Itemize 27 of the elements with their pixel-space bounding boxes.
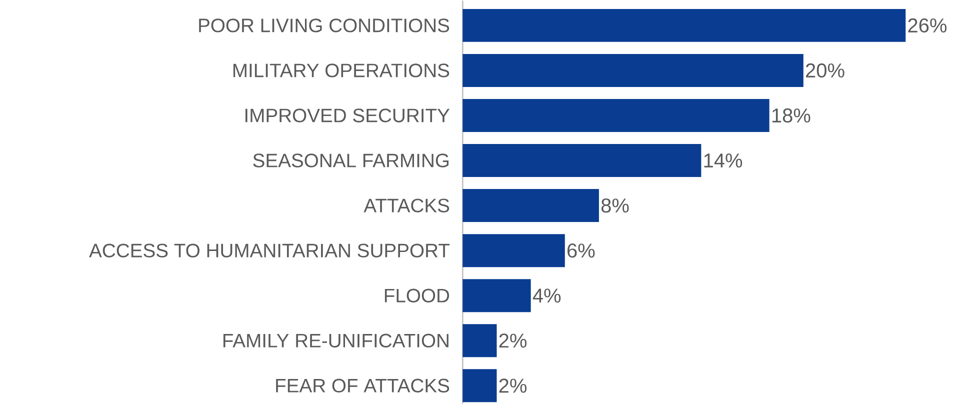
data-label: 2% xyxy=(499,333,527,348)
bar xyxy=(462,54,804,87)
data-label: 2% xyxy=(499,378,527,393)
y-tick-label: SEASONAL FARMING xyxy=(253,154,449,168)
y-tick-label: IMPROVED SECURITY xyxy=(245,108,450,122)
data-label: 8% xyxy=(601,198,629,212)
y-tick-label: FLOOD xyxy=(384,288,450,302)
y-tick-label: FEAR OF ATTACKS xyxy=(276,378,450,392)
bar xyxy=(462,278,531,312)
bar xyxy=(462,8,906,42)
y-tick-label: ACCESS TO HUMANITARIAN SUPPORT xyxy=(89,244,450,258)
data-label: 4% xyxy=(532,288,561,302)
data-label: 20% xyxy=(806,63,844,78)
data-label: 14% xyxy=(704,153,742,168)
data-label: 6% xyxy=(568,243,595,258)
data-label: 26% xyxy=(908,18,947,32)
bar xyxy=(462,98,770,132)
bar xyxy=(462,324,497,357)
bar xyxy=(462,234,565,267)
bar xyxy=(462,369,497,402)
bar xyxy=(462,188,599,222)
y-tick-label: POOR LIVING CONDITIONS xyxy=(199,18,450,32)
y-tick-label: FAMILY RE-UNIFICATION xyxy=(223,334,448,348)
y-tick-label: ATTACKS xyxy=(364,198,450,212)
y-tick-label: MILITARY OPERATIONS xyxy=(233,63,450,78)
data-label: 18% xyxy=(772,108,810,122)
bar xyxy=(462,144,702,177)
